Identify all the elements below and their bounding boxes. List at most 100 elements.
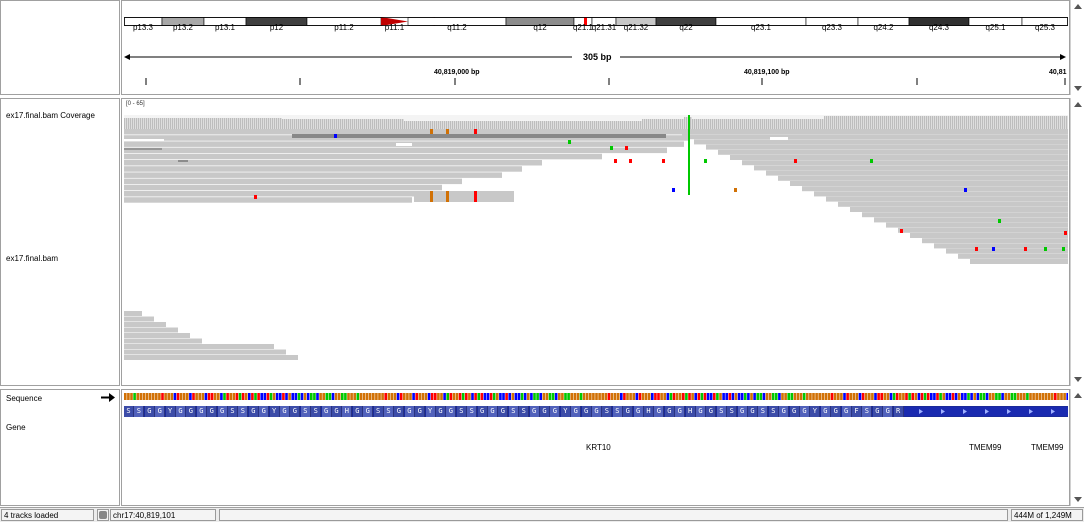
amino-acid: G [654, 406, 665, 417]
amino-acid: Y [560, 406, 571, 417]
amino-acid: Y [425, 406, 436, 417]
gene-label-tmem99-2[interactable]: TMEM99 [1031, 443, 1064, 452]
scroll-up-arrow-icon[interactable] [1074, 393, 1082, 398]
amino-acid: S [384, 406, 394, 417]
read-row-left-0 [124, 129, 688, 135]
amino-acid: G [571, 406, 582, 417]
scroll-up-arrow-icon[interactable] [1074, 102, 1082, 107]
read-row-left-3 [124, 147, 667, 154]
read-row-right-12 [814, 191, 1068, 197]
ruler[interactable] [122, 49, 1070, 89]
alignment-canvas[interactable] [122, 99, 1070, 386]
ruler-tick-label-2: 40,819,100 bp [744, 69, 790, 76]
mismatch-17 [254, 195, 257, 199]
amino-acid: G [477, 406, 488, 417]
read-row-bottom-5 [124, 338, 202, 344]
header-scrollbar[interactable] [1070, 0, 1084, 95]
mismatch-9 [629, 159, 632, 163]
amino-acid: G [290, 406, 301, 417]
status-locus-icon-cell [97, 509, 109, 521]
read-row-right-18 [886, 222, 1068, 228]
status-locus: chr17:40,819,101 [110, 509, 216, 521]
band-label-p11.2: p11.2 [334, 23, 354, 32]
scroll-down-arrow-icon[interactable] [1074, 377, 1082, 382]
coverage-track-name[interactable]: ex17.final.bam Coverage [6, 111, 95, 120]
mismatch-14 [672, 188, 675, 192]
scroll-down-arrow-icon[interactable] [1074, 86, 1082, 91]
header-panel[interactable]: p13.3 p13.2 p13.1 p12 p11.2 p11.1 q11.2 q12 q21.… [121, 0, 1070, 95]
amino-acid: G [280, 406, 290, 417]
ideogram-bands[interactable] [123, 17, 1069, 26]
strand-arrow-icon[interactable] [101, 393, 115, 402]
band-label-q25.3: q25.3 [1034, 23, 1056, 32]
read-row-right-19 [898, 227, 1068, 233]
sequence-bases[interactable] [124, 393, 1068, 400]
read-row-right-14 [838, 201, 1068, 207]
mismatch-16 [964, 188, 967, 192]
read-row-right-16 [862, 212, 1068, 218]
current-region-marker [584, 17, 587, 26]
chromosome-ideogram[interactable] [123, 13, 1069, 26]
exon-arrow [1051, 409, 1055, 414]
exon-arrow [941, 409, 945, 414]
read-row-right-2 [694, 139, 1068, 145]
mismatch-2 [446, 129, 449, 134]
band-label-q21.31: q21.31 [591, 23, 617, 32]
amino-acid: S [758, 406, 769, 417]
read-row-bottom-3 [124, 327, 178, 333]
gene-label-tmem99[interactable]: TMEM99 [969, 443, 1002, 452]
gene-track-name[interactable]: Gene [6, 423, 26, 432]
coverage-snv-highlight [688, 115, 690, 129]
read-row-left-6 [124, 166, 522, 172]
feature-name-panel: Sequence Gene [0, 389, 120, 506]
band-label-p11.1: p11.1 [384, 23, 405, 32]
mismatch-23 [975, 247, 978, 251]
data-scrollbar[interactable] [1070, 98, 1084, 386]
band-label-q23.1: q23.1 [750, 23, 772, 32]
mismatch-6 [610, 146, 613, 150]
read-row-right-7 [754, 165, 1068, 171]
mismatch-28 [1064, 231, 1067, 235]
amino-acid: S [124, 406, 134, 417]
mismatch-1 [430, 129, 433, 134]
amino-acid: G [696, 406, 706, 417]
amino-acid: G [581, 406, 592, 417]
amino-acid: G [394, 406, 405, 417]
amino-acid: S [768, 406, 779, 417]
gene-label-krt10[interactable]: KRT10 [586, 443, 611, 452]
amino-acid: G [196, 406, 207, 417]
read-row-bottom-6 [124, 344, 274, 349]
mismatch-3 [474, 129, 477, 134]
alignment-panel[interactable]: [0 - 65] [121, 98, 1070, 386]
amino-acid: G [737, 406, 748, 417]
read-row-right-8 [766, 170, 1068, 176]
ruler-tick-label-edge: 40,81 [1049, 69, 1067, 76]
centromere-p-arm [381, 17, 408, 26]
scroll-up-arrow-icon[interactable] [1074, 4, 1082, 9]
amino-acid: S [727, 406, 738, 417]
amino-acid: H [685, 406, 696, 417]
amino-acid: S [508, 406, 519, 417]
amino-acid: G [748, 406, 758, 417]
amino-acid: G [550, 406, 561, 417]
read-row-right-23 [946, 248, 1068, 254]
alignment-track-name[interactable]: ex17.final.bam [6, 254, 59, 263]
amino-acid: G [155, 406, 166, 417]
mismatch-19 [446, 191, 449, 202]
status-tracks-loaded: 4 tracks loaded [1, 509, 94, 521]
mismatch-5 [568, 140, 571, 144]
read-row-bottom-2 [124, 322, 166, 327]
sequence-track-name[interactable]: Sequence [6, 394, 43, 403]
scroll-down-arrow-icon[interactable] [1074, 497, 1082, 502]
mismatch-27 [1062, 247, 1065, 251]
amino-acid: G [883, 406, 894, 417]
mismatch-7 [625, 146, 628, 150]
amino-acid: S [612, 406, 623, 417]
feature-scrollbar[interactable] [1070, 389, 1084, 506]
band-label-p12: p12 [269, 23, 284, 32]
read-row-left-4 [124, 153, 602, 160]
exon-arrow [963, 409, 967, 414]
amino-acid: G [217, 406, 228, 417]
